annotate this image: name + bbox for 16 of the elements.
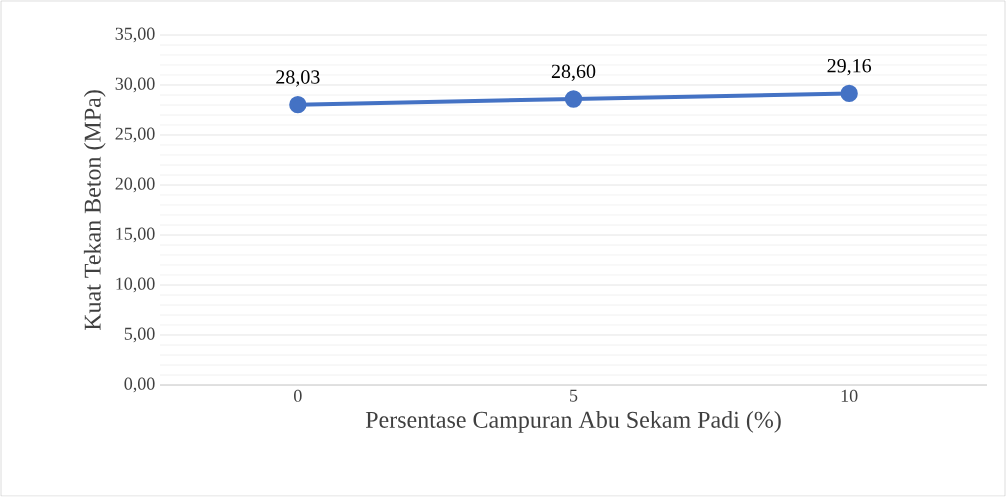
x-tick-label: 5 [570,389,578,402]
y-tick-label: 35,00 [115,27,155,43]
x-axis-title: Persentase Campuran Abu Sekam Padi (%) [365,411,781,433]
data-label: 29,16 [827,59,872,76]
data-label: 28,60 [551,64,596,81]
y-tick-label: 20,00 [115,177,155,193]
y-tick-label: 0,00 [124,377,155,393]
y-tick-label: 15,00 [116,227,155,243]
x-tick-label: 10 [841,389,858,402]
y-tick-label: 25,00 [115,127,155,143]
data-label: 28,03 [276,70,320,87]
y-tick-label: 30,00 [115,77,155,93]
y-axis-title: Kuat Tekan Beton (MPa) [83,90,106,331]
x-tick-label: 0 [294,389,302,402]
y-tick-label: 5,00 [124,327,155,343]
y-tick-label: 10,00 [116,277,155,293]
